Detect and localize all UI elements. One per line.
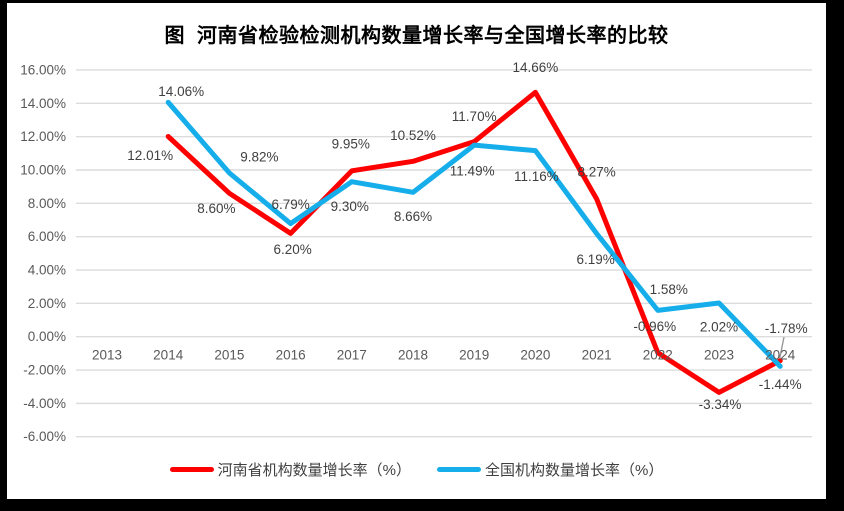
y-tick-label: 16.00% xyxy=(20,62,66,77)
henan-line-swatch-icon xyxy=(169,467,214,472)
henan-series-line xyxy=(165,89,783,395)
y-tick-label: 6.00% xyxy=(28,229,66,244)
data-label: 8.60% xyxy=(197,201,235,216)
data-label: 11.70% xyxy=(452,109,497,124)
national-series-line xyxy=(165,99,783,369)
data-label: -1.44% xyxy=(759,377,802,392)
x-tick-label: 2024 xyxy=(765,348,796,363)
data-label: -3.34% xyxy=(699,397,742,412)
data-label: 2.02% xyxy=(700,320,738,335)
x-tick-label: 2021 xyxy=(582,348,612,363)
chart-title: 图 河南省检验检测机构数量增长率与全国增长率的比较 xyxy=(164,25,669,47)
legend-item-national: 全国机构数量增长率（%） xyxy=(437,459,663,480)
y-tick-label: -6.00% xyxy=(23,429,66,444)
data-label: 8.66% xyxy=(394,209,432,224)
x-tick-label: 2019 xyxy=(459,348,489,363)
x-tick-label: 2016 xyxy=(276,348,306,363)
x-tick-label: 2015 xyxy=(214,348,244,363)
y-tick-label: 2.00% xyxy=(28,296,66,311)
chart-frame xyxy=(7,3,826,499)
x-tick-label: 2022 xyxy=(643,348,673,363)
x-tick-label: 2013 xyxy=(92,348,122,363)
y-tick-label: 14.00% xyxy=(20,96,66,111)
y-tick-label: 8.00% xyxy=(28,196,66,211)
y-tick-label: -4.00% xyxy=(23,396,66,411)
y-tick-label: 10.00% xyxy=(20,163,66,178)
x-tick-label: 2018 xyxy=(398,348,428,363)
data-label: -1.78% xyxy=(765,321,808,336)
y-tick-label: 0.00% xyxy=(28,329,66,344)
data-label: 9.95% xyxy=(332,136,370,151)
x-tick-label: 2017 xyxy=(337,348,367,363)
legend-label-national: 全国机构数量增长率（%） xyxy=(485,462,664,479)
data-label: 12.01% xyxy=(127,148,173,163)
national-line-swatch-icon xyxy=(437,467,481,472)
data-label: 11.49% xyxy=(450,164,495,179)
data-label: 14.06% xyxy=(158,84,204,99)
data-label: 1.58% xyxy=(650,282,688,297)
data-label: -0.96% xyxy=(633,319,676,334)
data-label: 14.66% xyxy=(513,60,559,75)
data-label: 6.19% xyxy=(576,252,614,267)
data-label: 9.82% xyxy=(240,150,278,165)
legend-item-henan: 河南省机构数量增长率（%） xyxy=(169,459,411,480)
y-tick-label: 4.00% xyxy=(28,263,66,278)
chart-legend: 河南省机构数量增长率（%） 全国机构数量增长率（%） xyxy=(7,459,826,480)
data-label: 6.20% xyxy=(273,242,311,257)
y-tick-label: 12.00% xyxy=(20,129,66,144)
y-tick-label: -2.00% xyxy=(23,363,66,378)
x-tick-label: 2023 xyxy=(704,348,734,363)
label-leader-line xyxy=(778,336,785,363)
data-label: 10.52% xyxy=(390,128,436,143)
data-label: 6.79% xyxy=(271,197,309,212)
x-tick-label: 2020 xyxy=(520,348,550,363)
legend-label-henan: 河南省机构数量增长率（%） xyxy=(217,462,411,479)
data-label: 9.30% xyxy=(331,199,369,214)
data-label: 8.27% xyxy=(577,164,615,179)
x-tick-label: 2014 xyxy=(153,348,184,363)
data-label: 11.16% xyxy=(514,169,559,184)
